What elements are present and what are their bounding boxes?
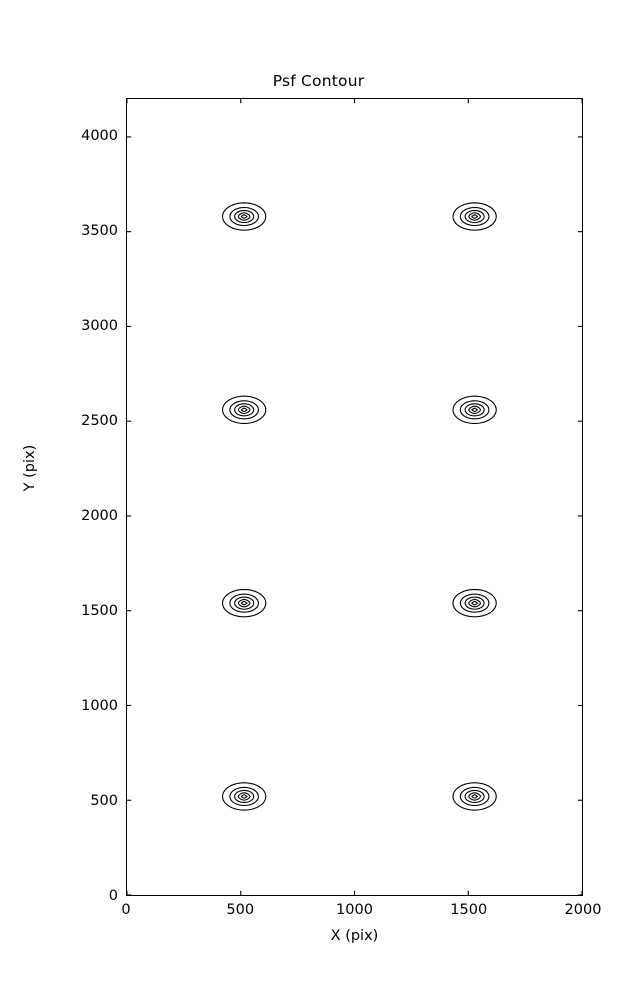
contour-level-3	[237, 792, 251, 801]
contour-level-2	[464, 209, 485, 224]
contour-level-4	[240, 214, 248, 219]
contour-level-3	[468, 598, 482, 608]
psf-contour-source	[222, 202, 267, 231]
psf-contour-source	[222, 782, 267, 811]
contour-level-3	[237, 405, 251, 415]
y-axis-label: Y (pix)	[22, 444, 38, 492]
contour-level-0	[222, 588, 267, 618]
x-tick-label: 0	[121, 902, 131, 918]
x-tick-label: 1000	[336, 902, 373, 918]
contour-level-1	[229, 206, 259, 227]
x-tick-label: 500	[226, 902, 255, 918]
contour-level-1	[459, 400, 490, 420]
contour-level-0	[222, 782, 267, 811]
x-axis-label: X (pix)	[330, 928, 379, 944]
y-axis-tick-labels: 0 500 1000 1500 2000 2500 3000 3500 4000	[0, 0, 118, 1000]
contour-level-4	[471, 600, 479, 606]
contour-level-0	[452, 202, 497, 231]
psf-contour-source	[452, 395, 497, 425]
x-tick-label: 2000	[564, 902, 602, 918]
contour-level-4	[240, 794, 248, 799]
contour-level-0	[222, 202, 267, 231]
contour-level-3	[237, 212, 251, 221]
x-axis-tick-labels: 0 500 1000 1500 2000	[0, 902, 637, 926]
chart-title: Psf Contour	[272, 72, 365, 90]
contour-level-4	[471, 214, 479, 219]
y-tick-label: 4000	[81, 128, 118, 144]
contour-level-4	[471, 794, 479, 799]
contour-level-4	[240, 600, 248, 606]
contour-level-1	[459, 786, 490, 807]
y-tick-label: 3000	[81, 318, 118, 334]
contour-level-2	[464, 403, 485, 417]
contour-level-2	[464, 596, 485, 610]
contour-level-2	[234, 403, 255, 417]
contour-level-4	[471, 407, 479, 413]
contour-level-1	[229, 593, 259, 613]
y-tick-label: 2500	[81, 413, 118, 429]
psf-contour-source	[452, 588, 497, 618]
y-tick-label: 500	[90, 793, 118, 809]
x-tick-label: 1500	[450, 902, 488, 918]
contour-level-1	[459, 206, 490, 227]
y-tick-label: 2000	[81, 508, 118, 524]
contour-level-0	[452, 395, 497, 425]
contour-level-2	[234, 209, 255, 224]
contour-level-2	[234, 789, 255, 804]
contour-level-2	[234, 596, 255, 610]
contour-level-3	[468, 792, 482, 801]
contour-level-1	[229, 400, 259, 420]
contour-level-3	[468, 212, 482, 221]
plot-axes	[126, 98, 583, 896]
y-tick-label: 1500	[81, 603, 118, 619]
contour-level-0	[222, 395, 267, 425]
psf-contour-source	[452, 782, 497, 811]
contour-level-0	[452, 782, 497, 811]
y-tick-label: 3500	[81, 223, 118, 239]
contour-level-1	[459, 593, 490, 613]
contour-level-2	[464, 789, 485, 804]
contour-level-1	[229, 786, 259, 807]
contour-level-0	[452, 588, 497, 618]
y-tick-label: 1000	[81, 698, 118, 714]
psf-contour-source	[222, 588, 267, 618]
psf-contour-source	[452, 202, 497, 231]
contour-plot-canvas	[126, 99, 583, 896]
contour-level-3	[468, 405, 482, 415]
y-tick-label: 0	[108, 888, 118, 904]
psf-contour-source	[222, 395, 267, 425]
contour-level-4	[240, 407, 248, 413]
contour-level-3	[237, 598, 251, 608]
